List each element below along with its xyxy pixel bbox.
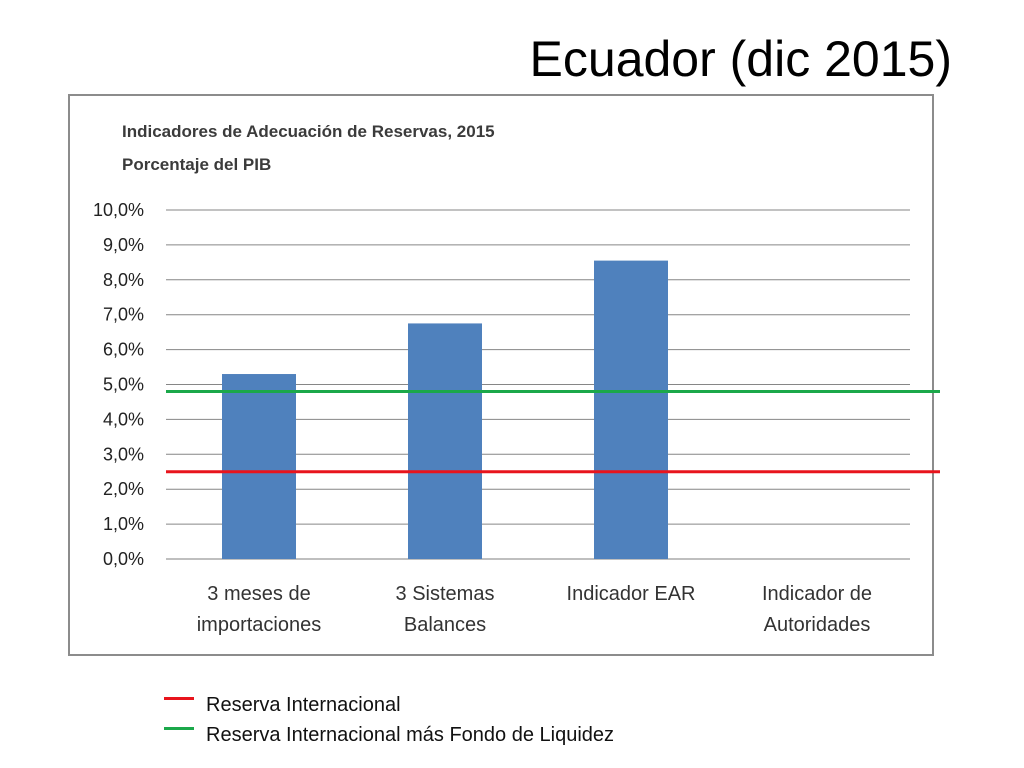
legend-item-reserva-internacional: Reserva Internacional [164, 690, 614, 720]
x-category-label: 3 Sistemas Balances [396, 583, 495, 636]
x-category-label: Indicador EAR [567, 583, 696, 605]
chart-title: Indicadores de Adecuación de Reservas, 2… [122, 122, 495, 141]
y-tick-label: 9,0% [103, 235, 144, 255]
y-tick-label: 7,0% [103, 305, 144, 325]
x-category-label: Indicador de Autoridades [762, 583, 872, 636]
x-category-label: 3 meses de importaciones [197, 583, 322, 636]
y-tick-label: 10,0% [93, 200, 144, 220]
y-tick-label: 4,0% [103, 409, 144, 429]
legend-label: Reserva Internacional [206, 693, 401, 716]
y-tick-label: 2,0% [103, 479, 144, 499]
reference-lines [166, 389, 940, 474]
chart-title-block: Indicadores de Adecuación de Reservas, 2… [122, 122, 495, 174]
legend: Reserva Internacional Reserva Internacio… [164, 690, 614, 750]
legend-label: Reserva Internacional más Fondo de Liqui… [206, 723, 615, 746]
legend-swatch-red [164, 696, 194, 700]
y-tick-label: 6,0% [103, 340, 144, 360]
legend-swatch-green [164, 726, 194, 730]
bars [222, 260, 668, 559]
y-tick-label: 1,0% [103, 514, 144, 534]
y-axis-tick-labels: 0,0% 1,0% 2,0% 3,0% 4,0% 5,0% 6,0% 7,0% 8,0% 9,0%… [93, 200, 144, 569]
chart-subtitle: Porcentaje del PIB [122, 155, 271, 174]
legend-item-reserva-fondo-liquidez: Reserva Internacional más Fondo de Liqui… [164, 720, 614, 750]
y-tick-label: 5,0% [103, 375, 144, 395]
bar [222, 374, 296, 559]
y-tick-label: 3,0% [103, 444, 144, 464]
x-axis-category-labels: 3 meses de importaciones 3 Sistemas Balance… [197, 583, 872, 636]
chart-frame [68, 94, 934, 656]
slide-title: Ecuador (dic 2015) [529, 31, 952, 87]
y-tick-label: 8,0% [103, 270, 144, 290]
bar [408, 323, 482, 559]
bar [594, 260, 668, 559]
y-tick-label: 0,0% [103, 549, 144, 569]
